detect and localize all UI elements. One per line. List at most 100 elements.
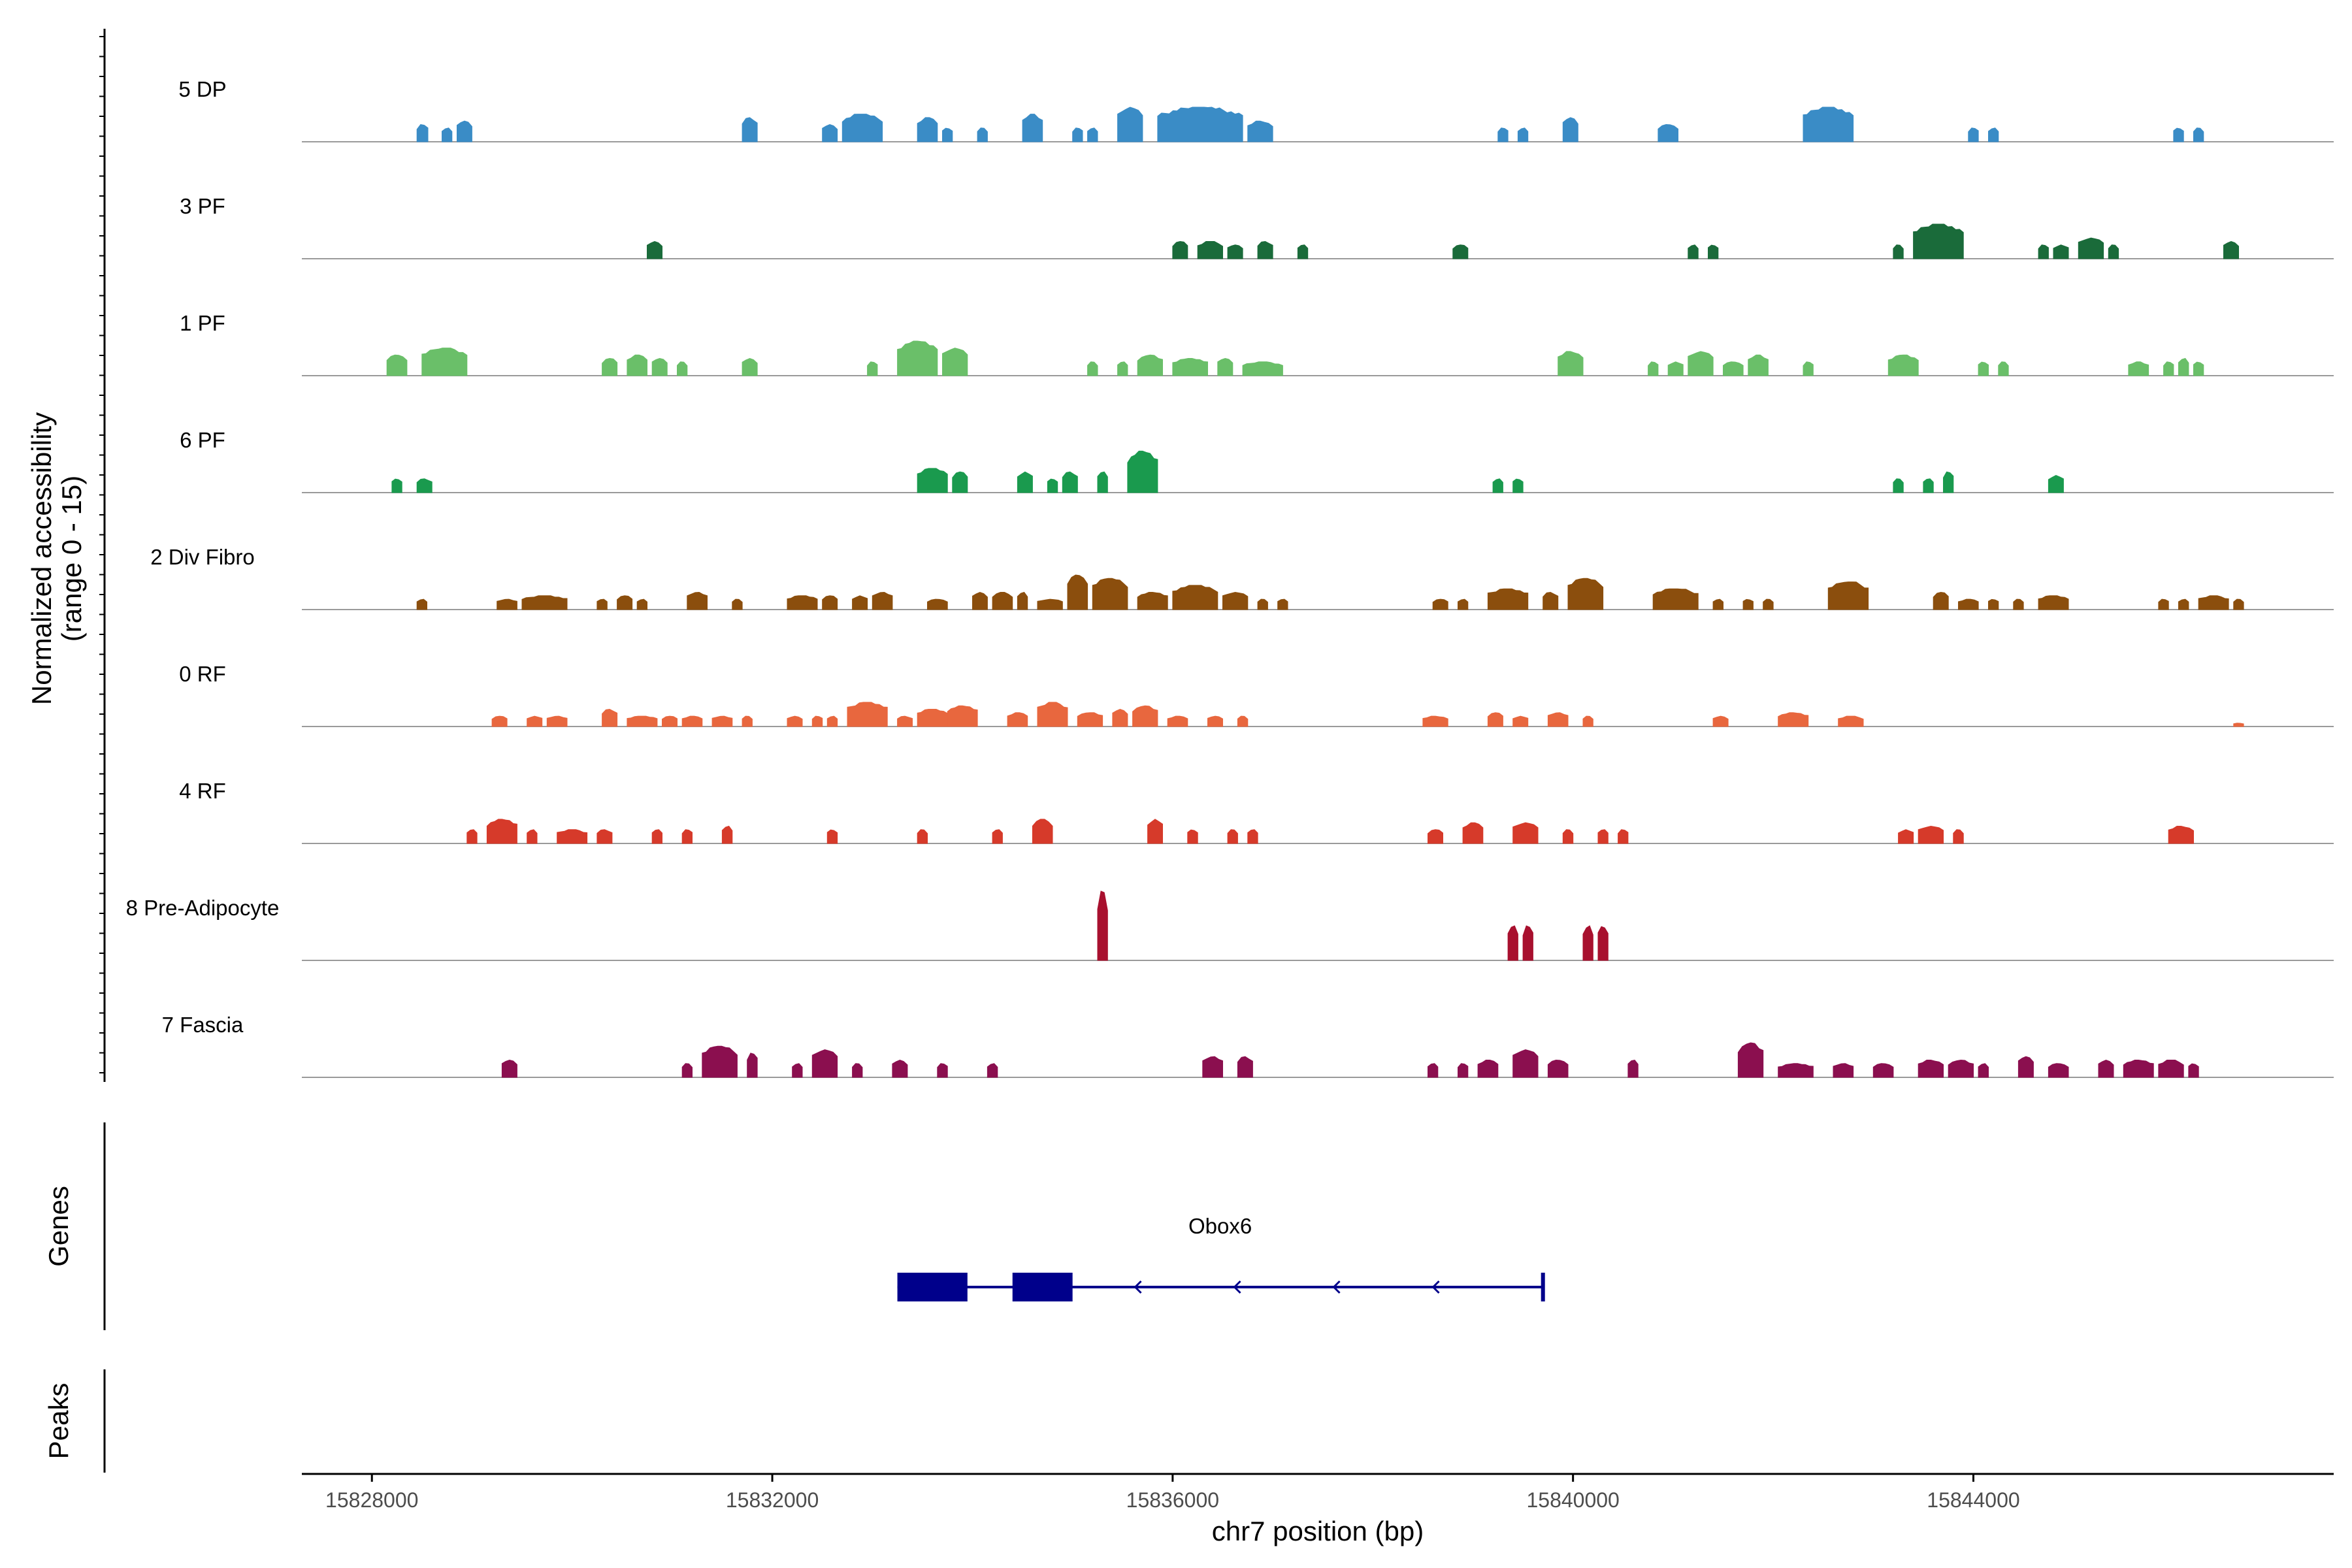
coverage-peak — [1422, 715, 1448, 727]
coverage-peak — [2233, 598, 2244, 610]
coverage-peak — [1462, 822, 1484, 844]
track-5-dp: 5 DP — [178, 77, 2334, 142]
coverage-peak — [822, 123, 838, 142]
coverage-peak — [1207, 715, 1223, 727]
coverage-peak — [917, 468, 948, 493]
coverage-peak — [1217, 357, 1233, 376]
coverage-peak — [1838, 715, 1864, 727]
coverage-peak — [1487, 588, 1529, 610]
x-tick-label: 15840000 — [1526, 1488, 1619, 1512]
coverage-peak — [927, 598, 948, 610]
coverage-peak — [1778, 712, 1809, 727]
x-tick-label: 15828000 — [325, 1488, 418, 1512]
track-label: 4 RF — [179, 779, 226, 803]
track-2-div-fibro: 2 Div Fibro — [150, 545, 2334, 610]
coverage-peak — [1708, 244, 1719, 259]
coverage-peak — [1172, 585, 1218, 610]
coverage-peak — [2168, 826, 2194, 844]
coverage-peak — [1763, 598, 1774, 610]
coverage-peak — [1913, 223, 1964, 259]
coverage-peak — [897, 715, 913, 727]
coverage-peak — [1543, 591, 1559, 610]
coverage-peak — [1582, 715, 1593, 727]
coverage-peak — [1137, 592, 1168, 610]
coverage-peak — [1512, 822, 1539, 844]
coverage-peak — [497, 598, 517, 610]
coverage-peak — [787, 715, 803, 727]
coverage-peak — [1007, 712, 1028, 727]
coverage-peak — [627, 354, 647, 376]
coverage-peak — [1667, 361, 1684, 376]
coverage-peak — [617, 595, 633, 610]
accessibility-y-axis — [99, 29, 106, 1082]
coverage-peak — [1017, 471, 1033, 493]
coverage-peak — [1458, 598, 1469, 610]
coverage-peak — [1918, 825, 1944, 844]
coverage-peak — [1428, 829, 1443, 844]
coverage-peak — [1803, 106, 1854, 142]
gene-name-label: Obox6 — [1188, 1214, 1252, 1238]
coverage-peak — [1893, 244, 1904, 259]
coverage-peak — [977, 127, 988, 142]
coverage-peak — [917, 117, 938, 142]
coverage-peak — [1567, 578, 1604, 610]
coverage-peak — [1097, 471, 1108, 493]
genes-panel-label: Genes — [43, 1186, 74, 1267]
coverage-peak — [1833, 1063, 1854, 1078]
coverage-peak — [651, 357, 668, 376]
coverage-peak — [1062, 471, 1078, 493]
coverage-peak — [2108, 244, 2119, 259]
coverage-peak — [892, 1059, 908, 1078]
coverage-peak — [1157, 106, 1243, 142]
coverage-peak — [627, 715, 658, 727]
coverage-peak — [1117, 361, 1128, 376]
accessibility-axis-title: Normalized accessibility (range 0 - 15) — [26, 412, 87, 705]
coverage-peak — [1582, 925, 1593, 961]
coverage-peak — [1597, 829, 1609, 844]
coverage-peak — [897, 340, 938, 376]
coverage-peak — [1522, 925, 1533, 961]
coverage-peak — [852, 1063, 863, 1078]
coverage-peak — [2038, 244, 2049, 259]
coverage-peak — [1127, 450, 1158, 493]
coverage-peak — [1803, 361, 1814, 376]
y-axis-title-line2: (range 0 - 15) — [56, 476, 87, 642]
track-1-pf: 1 PF — [180, 311, 2334, 376]
coverage-peak — [702, 1045, 738, 1078]
coverage-peak — [1077, 712, 1103, 727]
coverage-peak — [1227, 829, 1238, 844]
track-label: 5 DP — [178, 77, 226, 101]
coverage-peak — [677, 361, 688, 376]
gene-exon — [1012, 1273, 1073, 1301]
coverage-peak — [1652, 588, 1699, 610]
coverage-peak — [1872, 1063, 1894, 1078]
coverage-peak — [917, 829, 928, 844]
coverage-peak — [557, 829, 588, 844]
coverage-peak — [1898, 829, 1914, 844]
coverage-peak — [841, 114, 883, 142]
coverage-peak — [1748, 354, 1769, 376]
coverage-peak — [852, 595, 868, 610]
coverage-peak — [711, 715, 733, 727]
coverage-peak — [1112, 708, 1128, 727]
coverage-peak — [2193, 361, 2204, 376]
coverage-peak — [1257, 240, 1273, 259]
coverage-peak — [527, 715, 543, 727]
coverage-peak — [1072, 127, 1083, 142]
coverage-peak — [501, 1059, 517, 1078]
coverage-peak — [1097, 890, 1108, 961]
coverage-peak — [1237, 715, 1249, 727]
coverage-peak — [491, 715, 508, 727]
coverage-peak — [1893, 478, 1904, 493]
coverage-peak — [1618, 829, 1629, 844]
track-6-pf: 6 PF — [180, 428, 2334, 493]
coverage-peak — [1487, 712, 1503, 727]
coverage-peak — [1452, 244, 1469, 259]
coverage-peak — [742, 117, 758, 142]
coverage-peak — [2198, 595, 2229, 610]
gene-strand-arrow — [1134, 1280, 1142, 1294]
coverage-peak — [2013, 598, 2024, 610]
coverage-peak — [602, 708, 618, 727]
coverage-peak — [972, 591, 988, 610]
coverage-peak — [1492, 478, 1503, 493]
